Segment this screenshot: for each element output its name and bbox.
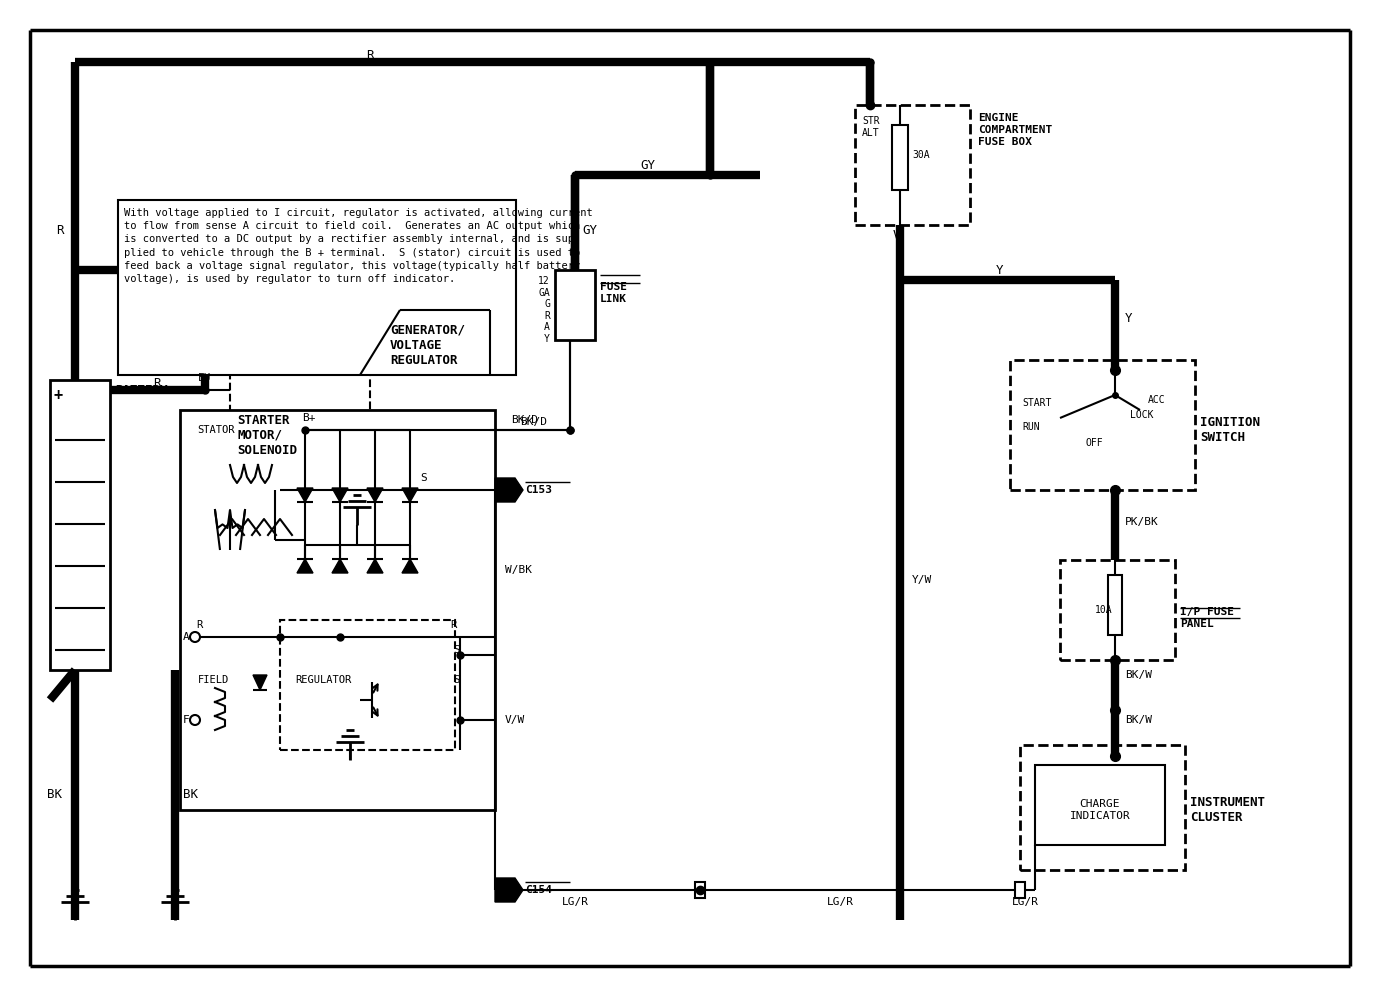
Text: W/BK: W/BK	[505, 565, 532, 575]
Text: B+: B+	[302, 413, 315, 423]
Text: REGULATOR: REGULATOR	[295, 675, 351, 685]
Text: +: +	[52, 387, 62, 402]
Bar	[1060, 560, 1175, 660]
Text: R: R	[196, 620, 202, 630]
Text: PK/BK: PK/BK	[1125, 517, 1159, 527]
Text: With voltage applied to I circuit, regulator is activated, allowing current
to f: With voltage applied to I circuit, regul…	[124, 208, 592, 284]
Text: GY: GY	[640, 158, 655, 171]
Text: V/W: V/W	[505, 715, 525, 725]
Text: R: R	[450, 620, 456, 630]
Text: BK/D: BK/D	[511, 415, 538, 425]
Polygon shape	[1015, 882, 1024, 898]
Polygon shape	[253, 675, 267, 690]
Text: BK: BK	[47, 789, 62, 802]
Text: I/P FUSE
PANEL: I/P FUSE PANEL	[1180, 608, 1234, 628]
Circle shape	[190, 632, 200, 642]
Polygon shape	[368, 488, 383, 502]
Text: EU: EU	[198, 373, 212, 383]
Text: LG/R: LG/R	[826, 897, 854, 907]
Text: Y: Y	[1125, 312, 1132, 325]
Polygon shape	[494, 878, 523, 902]
Polygon shape	[494, 478, 523, 502]
Text: A: A	[183, 632, 190, 642]
Bar	[180, 410, 494, 810]
Text: GY: GY	[582, 223, 598, 236]
Bar	[230, 350, 370, 490]
Bar	[1020, 745, 1186, 870]
Text: 12
GA
G
R
A
Y: 12 GA G R A Y	[538, 276, 549, 344]
Text: C154: C154	[525, 885, 552, 895]
Text: INSTRUMENT
CLUSTER: INSTRUMENT CLUSTER	[1190, 796, 1265, 824]
Text: R: R	[56, 223, 63, 236]
Circle shape	[190, 715, 200, 725]
Text: F: F	[183, 715, 190, 725]
Text: Y: Y	[996, 264, 1004, 277]
Text: BK/D: BK/D	[521, 417, 547, 427]
Text: GENERATOR/
VOLTAGE
REGULATOR: GENERATOR/ VOLTAGE REGULATOR	[390, 324, 465, 367]
Bar	[1108, 575, 1122, 635]
Text: S: S	[420, 473, 427, 483]
Bar	[892, 125, 907, 190]
Polygon shape	[368, 559, 383, 573]
Polygon shape	[402, 559, 419, 573]
Text: Y/W: Y/W	[912, 575, 932, 585]
Text: C153: C153	[525, 485, 552, 495]
Text: BATTERY: BATTERY	[116, 383, 168, 396]
Text: S: S	[453, 675, 460, 685]
Polygon shape	[297, 559, 313, 573]
Text: R: R	[153, 376, 161, 389]
Text: LG/R: LG/R	[1012, 897, 1038, 907]
Text: FUSE
LINK: FUSE LINK	[600, 282, 627, 304]
Polygon shape	[332, 488, 348, 502]
Bar	[50, 380, 110, 670]
Text: LG/R: LG/R	[562, 897, 588, 907]
Text: ACC: ACC	[1148, 395, 1165, 405]
Text: R: R	[366, 49, 373, 62]
Bar	[280, 620, 454, 750]
Text: V: V	[894, 228, 901, 241]
Polygon shape	[695, 882, 705, 898]
Text: RUN: RUN	[1022, 422, 1040, 432]
Text: START: START	[1022, 398, 1052, 408]
Text: BK: BK	[183, 789, 197, 802]
Bar	[1009, 360, 1195, 490]
Text: S: S	[453, 645, 460, 655]
Text: STARTER
MOTOR/
SOLENOID: STARTER MOTOR/ SOLENOID	[237, 413, 297, 456]
Text: STR
ALT: STR ALT	[862, 117, 880, 137]
Text: BK/W: BK/W	[1125, 670, 1153, 680]
Text: IGNITION
SWITCH: IGNITION SWITCH	[1199, 416, 1260, 444]
Bar	[855, 105, 969, 225]
Text: OFF: OFF	[1085, 438, 1103, 448]
Text: ENGINE
COMPARTMENT
FUSE BOX: ENGINE COMPARTMENT FUSE BOX	[978, 114, 1052, 146]
Text: CHARGE
INDICATOR: CHARGE INDICATOR	[1070, 799, 1131, 821]
Text: FIELD: FIELD	[198, 675, 229, 685]
Bar	[555, 270, 595, 340]
Text: LOCK: LOCK	[1131, 410, 1154, 420]
Bar	[1036, 765, 1165, 845]
Text: 10A: 10A	[1095, 605, 1113, 615]
Polygon shape	[402, 488, 419, 502]
Polygon shape	[332, 559, 348, 573]
Text: 30A: 30A	[912, 150, 929, 160]
Text: BK/W: BK/W	[1125, 715, 1153, 725]
Polygon shape	[297, 488, 313, 502]
Text: STATOR: STATOR	[197, 425, 234, 435]
Bar	[118, 200, 516, 375]
